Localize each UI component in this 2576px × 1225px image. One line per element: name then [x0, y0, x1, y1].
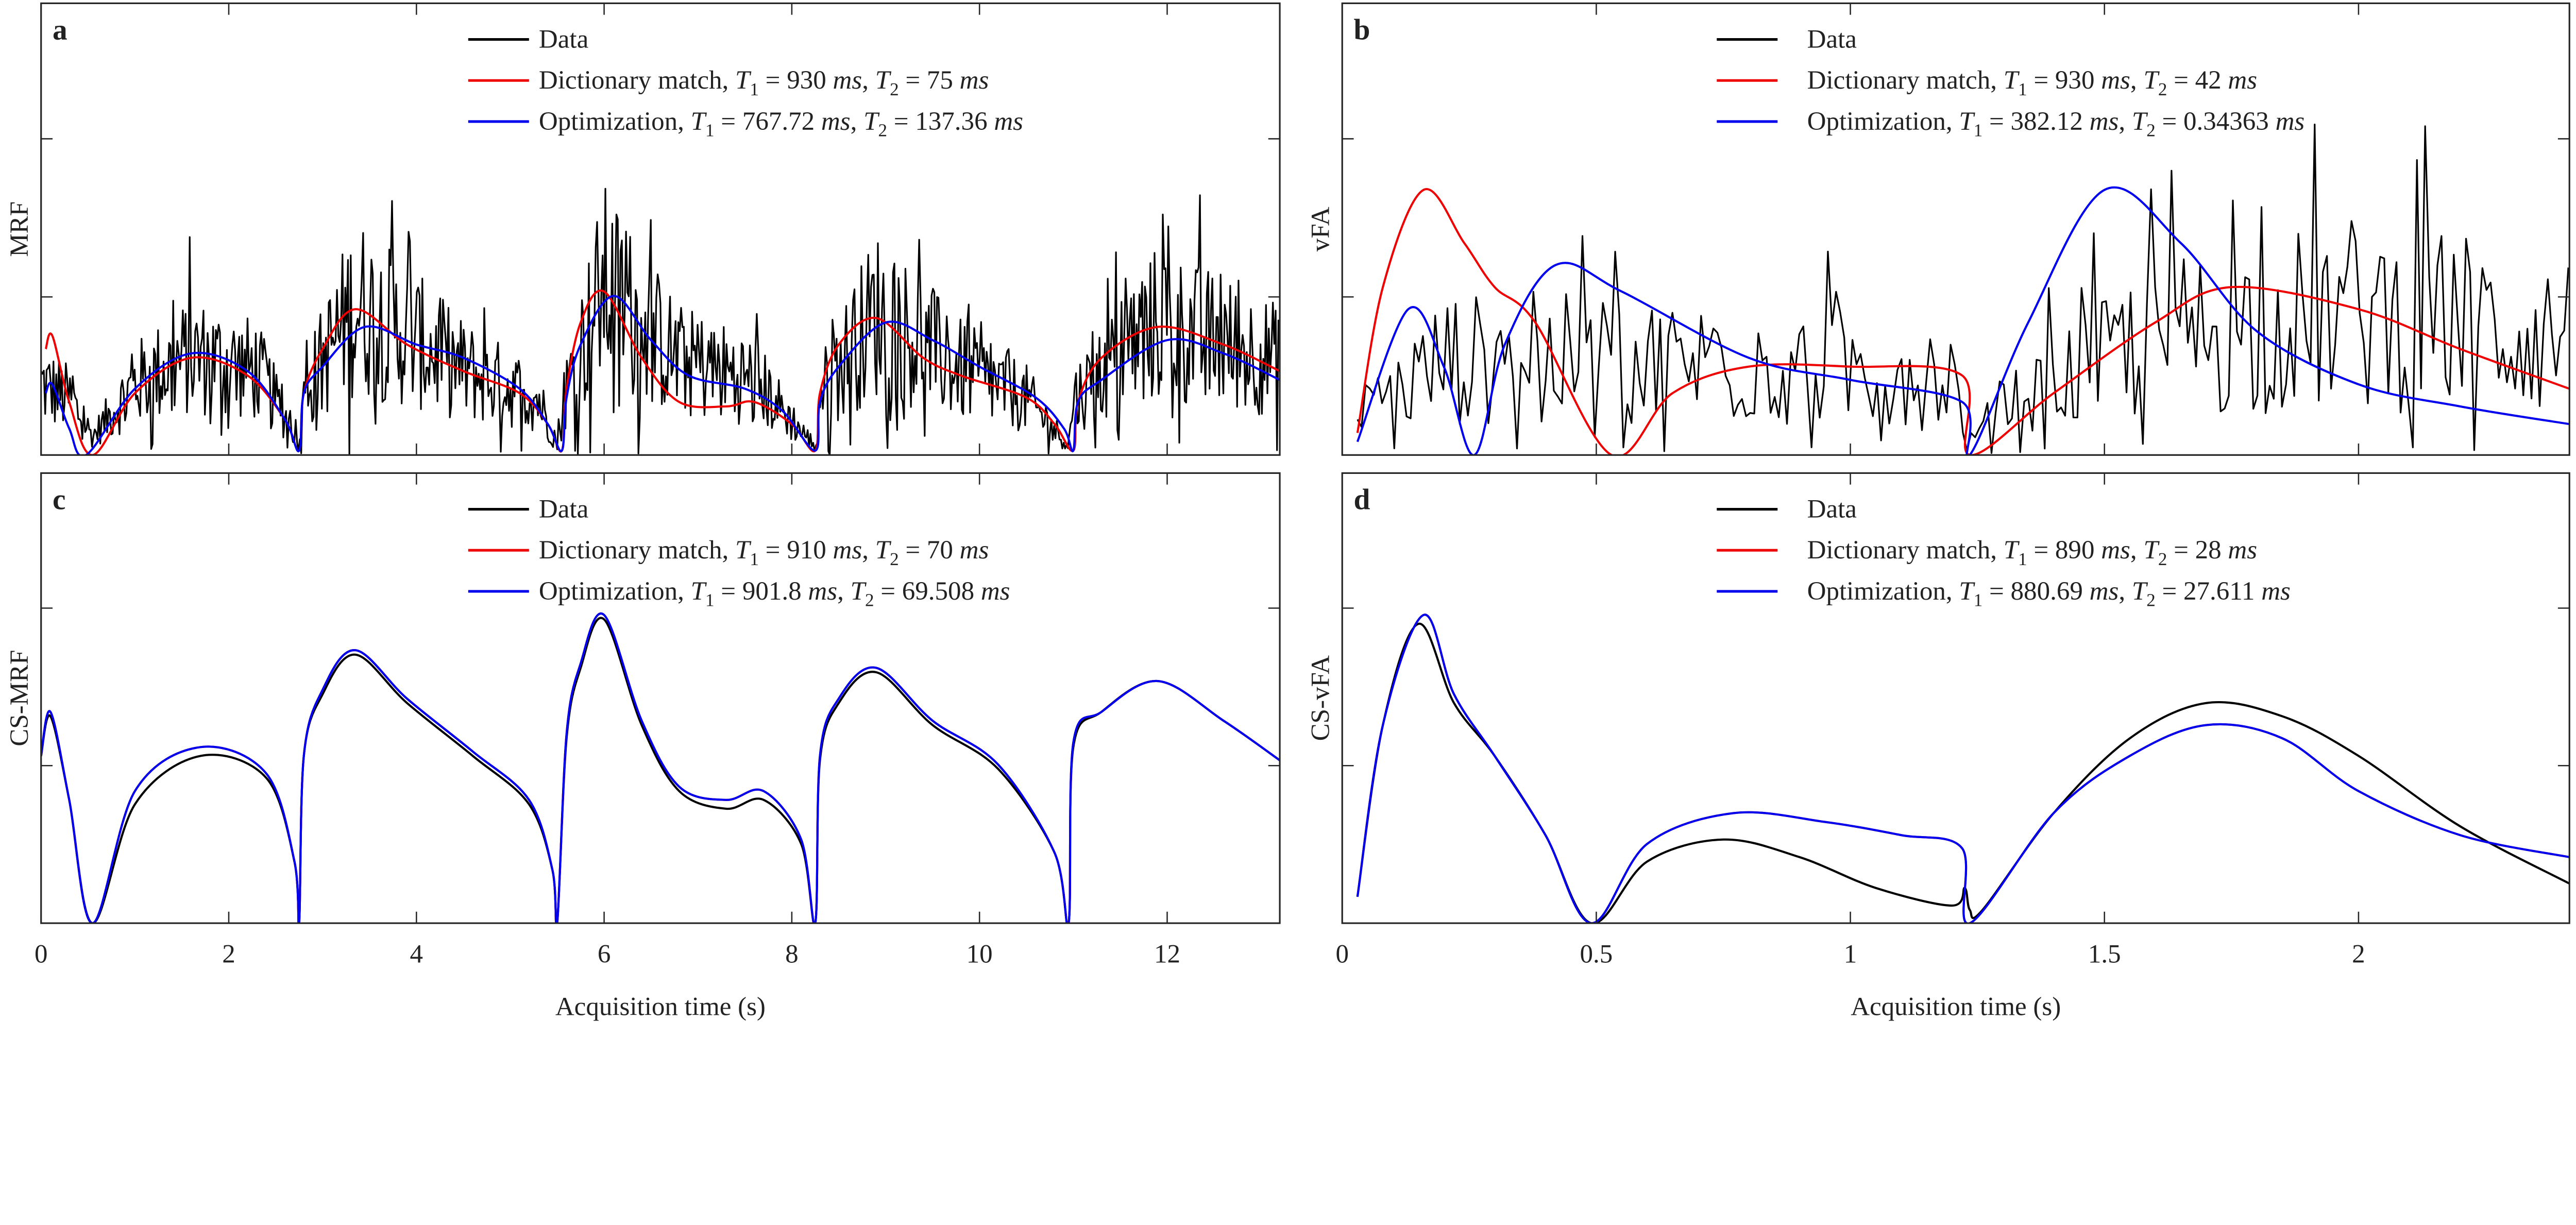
series-dictionary-match — [1356, 614, 2570, 924]
panel-a: a MRF Data Dictionary match, T1 = 930 ms, T… — [5, 2, 1281, 456]
legend-entry: Data — [1807, 25, 1857, 54]
axes-box — [40, 2, 1281, 456]
legend-entry: Optimization, T1 = 901.8 ms, T2 = 69.508… — [539, 577, 1010, 610]
series-data — [1356, 622, 2570, 924]
x-tick-label: 8 — [785, 940, 799, 969]
legend-entry: Dictionary match, T1 = 890 ms, T2 = 28 m… — [1807, 536, 2257, 569]
legend: Data Dictionary match, T1 = 910 ms, T2 = … — [468, 495, 1010, 610]
y-axis-label: vFA — [1307, 207, 1335, 251]
series-data — [41, 188, 1279, 455]
legend: Data Dictionary match, T1 = 930 ms, T2 = … — [1717, 25, 2305, 141]
x-tick-label: 6 — [598, 940, 611, 969]
legend-entry: Optimization, T1 = 767.72 ms, T2 = 137.3… — [539, 107, 1023, 141]
y-axis-label: CS-MRF — [5, 650, 34, 746]
series-data — [41, 617, 1280, 924]
legend: Data Dictionary match, T1 = 930 ms, T2 = … — [468, 25, 1023, 141]
legend-entry: Dictionary match, T1 = 910 ms, T2 = 70 m… — [539, 536, 989, 569]
axes-box — [1341, 472, 2570, 924]
y-axis-label: MRF — [5, 201, 34, 257]
legend-entry: Optimization, T1 = 382.12 ms, T2 = 0.343… — [1807, 107, 2305, 141]
panel-d: 0 0.5 1 1.5 2 d CS-vFA Acquisition time (s) Data… — [1307, 472, 2570, 1022]
axes-box — [40, 472, 1281, 924]
x-tick-label: 10 — [967, 940, 993, 969]
x-tick-label: 4 — [410, 940, 423, 969]
panel-label: b — [1354, 14, 1370, 46]
panel-label: a — [53, 14, 67, 46]
panel-b: b vFA Data Dictionary match, T1 = 930 ms, T… — [1307, 2, 2570, 456]
x-tick-label: 12 — [1154, 940, 1180, 969]
series-dictionary-match — [41, 612, 1280, 924]
panel-label: d — [1354, 484, 1370, 516]
plot-area — [1356, 614, 2570, 924]
series-dictionary-match — [1356, 188, 2570, 455]
plot-area — [41, 612, 1280, 924]
x-tick-label: 0 — [35, 940, 48, 969]
legend-entry: Dictionary match, T1 = 930 ms, T2 = 42 m… — [1807, 66, 2257, 99]
axes-box — [1341, 2, 2570, 456]
series-dictionary-match — [44, 289, 1280, 455]
series-optimization — [1356, 614, 2570, 924]
x-tick-label: 2 — [2352, 940, 2365, 969]
x-tick-label: 2 — [222, 940, 235, 969]
series-optimization — [44, 295, 1280, 455]
plot-area — [1356, 123, 2570, 455]
x-axis-label: Acquisition time (s) — [555, 993, 766, 1022]
legend-entry: Optimization, T1 = 880.69 ms, T2 = 27.61… — [1807, 577, 2291, 610]
series-data — [1357, 123, 2569, 454]
series-optimization — [1356, 186, 2570, 455]
legend-entry: Dictionary match, T1 = 930 ms, T2 = 75 m… — [539, 66, 989, 99]
legend-entry: Data — [539, 495, 588, 523]
panel-c: 0 2 4 6 8 10 12 c CS-MRF Acquisition time (s) Data… — [5, 472, 1281, 1022]
x-tick-label: 0 — [1335, 940, 1349, 969]
y-axis-label: CS-vFA — [1307, 655, 1335, 741]
series-optimization — [41, 612, 1280, 924]
x-tick-label: 1 — [1844, 940, 1857, 969]
panel-label: c — [53, 484, 65, 516]
legend-entry: Data — [1807, 495, 1857, 523]
x-tick-label: 1.5 — [2088, 940, 2121, 969]
legend-entry: Data — [539, 25, 588, 54]
legend: Data Dictionary match, T1 = 890 ms, T2 = … — [1717, 495, 2291, 610]
x-tick-label: 0.5 — [1580, 940, 1613, 969]
x-axis-label: Acquisition time (s) — [1851, 993, 2061, 1022]
figure: a MRF Data Dictionary match, T1 = 930 ms, T… — [5, 2, 2570, 1022]
plot-area — [41, 188, 1280, 455]
